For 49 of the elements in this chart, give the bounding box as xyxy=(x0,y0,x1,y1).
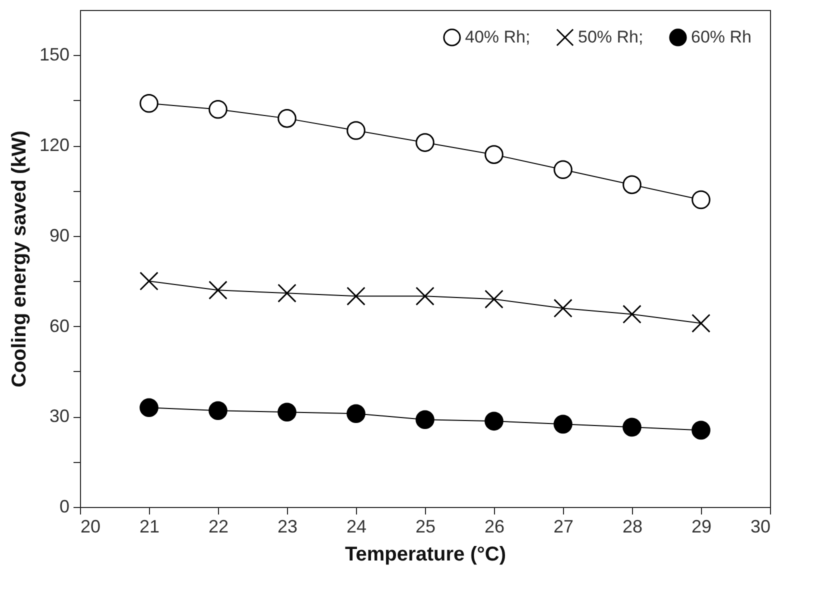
point xyxy=(140,398,158,417)
point xyxy=(554,160,572,180)
x-tick-label: 28 xyxy=(622,516,643,536)
point xyxy=(484,145,504,164)
point xyxy=(278,284,296,303)
x-tick-label: 23 xyxy=(277,516,298,536)
legend-label: 50% Rh; xyxy=(578,27,644,46)
y-tick-label: 60 xyxy=(49,316,70,336)
point xyxy=(622,175,642,194)
point xyxy=(692,420,710,440)
point xyxy=(416,133,434,152)
x-tick-label: 24 xyxy=(346,516,367,536)
y-tick-label: 150 xyxy=(39,44,70,65)
y-tick-label: 0 xyxy=(59,496,70,516)
x-tick-label: 20 xyxy=(80,516,101,536)
x-tick-label: 27 xyxy=(553,516,574,536)
point xyxy=(554,298,572,318)
point xyxy=(692,314,710,333)
point xyxy=(484,412,504,431)
y-axis-title: Cooling energy saved (kW) xyxy=(8,130,30,388)
point xyxy=(622,304,642,324)
y-tick-label: 120 xyxy=(39,135,70,156)
legend-label: 40% Rh; xyxy=(465,27,530,46)
x-tick-label: 30 xyxy=(750,516,770,536)
point xyxy=(554,414,572,434)
point xyxy=(278,109,296,128)
point xyxy=(346,121,366,140)
x-tick-label: 25 xyxy=(415,516,436,536)
point xyxy=(278,402,296,422)
x-tick-label: 21 xyxy=(139,516,160,536)
legend-label: 60% Rh xyxy=(691,27,752,46)
point xyxy=(484,290,504,309)
point xyxy=(140,272,158,290)
x-tick-label: 29 xyxy=(691,516,712,536)
point xyxy=(622,418,642,437)
point xyxy=(208,401,228,420)
point xyxy=(692,190,710,210)
point xyxy=(416,410,434,430)
point xyxy=(140,94,158,113)
y-tick-label: 30 xyxy=(49,406,70,426)
point xyxy=(208,100,228,119)
point xyxy=(416,286,434,306)
y-tick-label: 90 xyxy=(49,225,70,246)
x-axis-title: Temperature (°C) xyxy=(345,544,506,566)
x-tick-label: 26 xyxy=(484,516,505,536)
point xyxy=(346,404,366,424)
point xyxy=(208,280,228,300)
point xyxy=(346,286,366,306)
x-tick-label: 22 xyxy=(208,516,229,536)
